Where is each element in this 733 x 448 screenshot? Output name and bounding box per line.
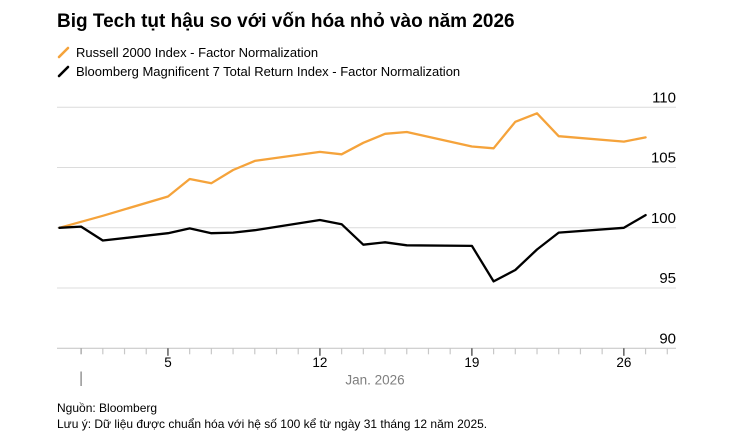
x-tick-label-19: 19 [464,355,479,370]
slash-icon [57,46,70,59]
legend-item-russell-2000: Russell 2000 Index - Factor Normalizatio… [57,43,460,62]
plot-area: 90 95 100 105 110 5 12 19 26 Jan. 2026 [57,89,676,388]
footer: Nguồn: Bloomberg Lưu ý: Dữ liệu được chu… [57,401,487,432]
y-tick-label-105: 105 [651,150,676,167]
x-tick-label-5: 5 [164,355,172,370]
methodology-note: Lưu ý: Dữ liệu được chuẩn hóa với hệ số … [57,416,488,431]
legend-label-magnificent-7: Bloomberg Magnificent 7 Total Return Ind… [76,64,461,79]
y-tick-label-95: 95 [659,270,676,287]
source-note: Nguồn: Bloomberg [57,401,158,415]
series-line-russell-2000 [58,112,647,229]
legend-item-magnificent-7: Bloomberg Magnificent 7 Total Return Ind… [57,62,460,81]
chart-title: Big Tech tụt hậu so với vốn hóa nhỏ vào … [57,11,515,32]
legend-label-russell-2000: Russell 2000 Index - Factor Normalizatio… [76,45,319,60]
series-line-magnificent-7 [58,213,647,283]
y-tick-label-90: 90 [659,330,676,347]
y-tick-label-110: 110 [652,89,676,106]
slash-icon [57,65,70,78]
x-tick-label-12: 12 [312,355,327,370]
x-tick-label-26: 26 [616,355,631,370]
legend: Russell 2000 Index - Factor Normalizatio… [57,43,460,81]
y-tick-label-100: 100 [651,210,676,227]
x-axis-month-label: Jan. 2026 [345,373,404,388]
